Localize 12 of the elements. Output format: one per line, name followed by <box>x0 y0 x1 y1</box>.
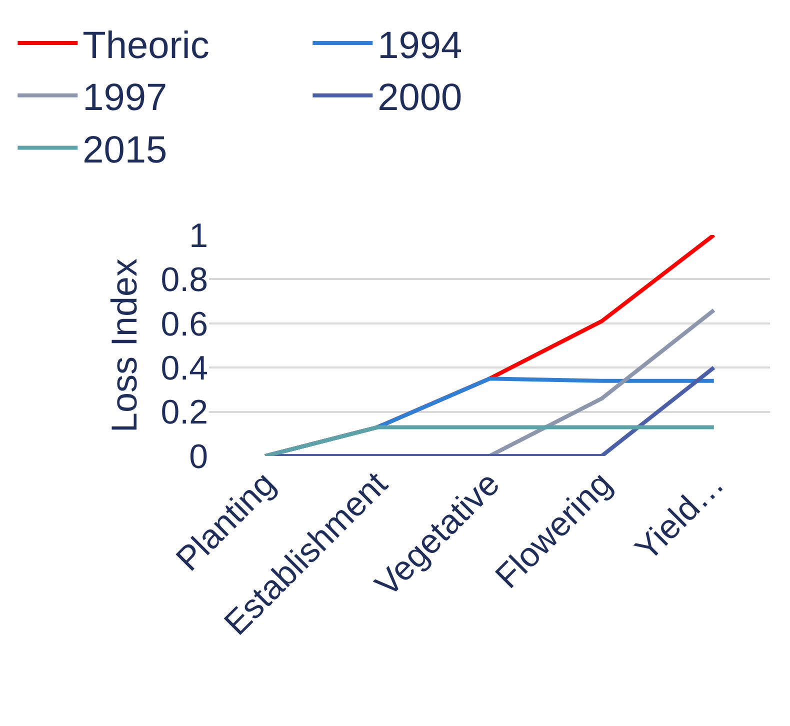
legend-label: 2015 <box>82 130 168 172</box>
legend-label: 2000 <box>378 77 462 120</box>
y-tick-label: 0.8 <box>160 261 208 300</box>
legend-label: 1994 <box>378 24 462 67</box>
y-tick-label: 0.2 <box>160 394 208 432</box>
y-tick-label: 0 <box>189 438 208 476</box>
legend-label: Theoric <box>82 24 210 67</box>
y-tick-label: 0.4 <box>160 350 208 388</box>
y-axis-title: Loss Index <box>104 258 145 433</box>
legend-label: 1997 <box>82 77 168 120</box>
y-tick-label: 1 <box>189 216 208 255</box>
y-tick-label: 0.6 <box>160 305 208 344</box>
